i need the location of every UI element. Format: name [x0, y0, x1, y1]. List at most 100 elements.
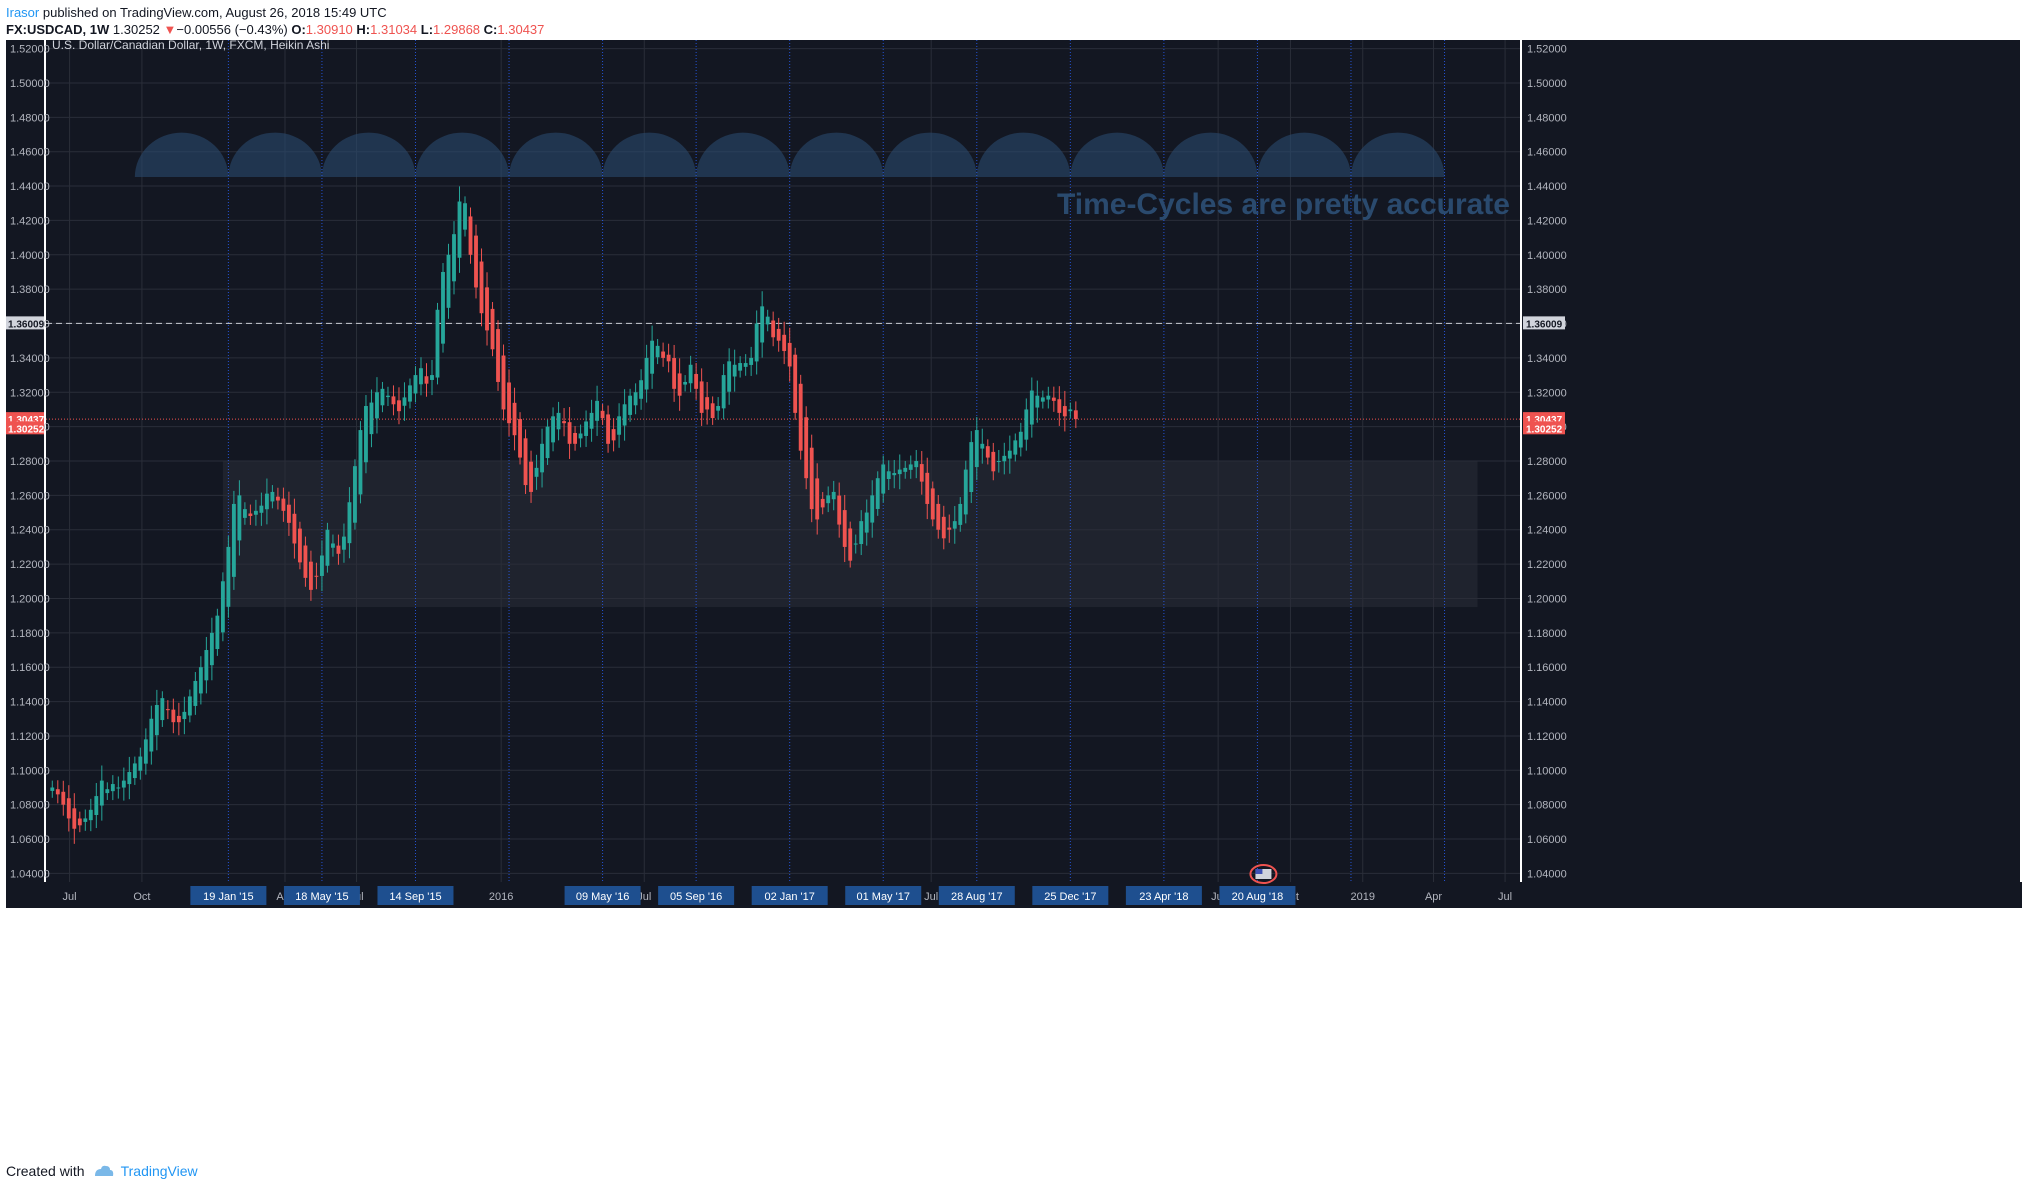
- cycle-date-badge: [751, 886, 828, 905]
- candle-body: [402, 397, 407, 406]
- candle: [1073, 401, 1078, 429]
- time-cycle-arc: [1163, 132, 1258, 177]
- candle: [55, 780, 60, 804]
- candle: [985, 439, 990, 465]
- cycle-date-badge: [190, 886, 267, 905]
- y-tick-label-right: 1.32000: [1527, 387, 1567, 399]
- candle-body: [573, 432, 577, 444]
- candle: [121, 767, 126, 801]
- candle: [578, 424, 583, 448]
- candle-body: [644, 357, 649, 390]
- candle-body: [930, 488, 935, 520]
- candle-body: [925, 472, 930, 504]
- candle: [886, 460, 891, 491]
- candle-body: [452, 234, 456, 282]
- candle: [908, 455, 913, 479]
- cycle-date-badge: [377, 886, 454, 905]
- y-tick-label-right: 1.10000: [1527, 765, 1567, 777]
- candle-body: [650, 340, 655, 374]
- candle-body: [567, 422, 572, 444]
- candle: [639, 369, 644, 410]
- candle-body: [798, 383, 803, 451]
- candle: [1068, 402, 1073, 419]
- cycle-date-label: 19 Jan '15: [203, 891, 253, 903]
- candle: [259, 492, 264, 526]
- last-price: 1.30252: [112, 22, 160, 37]
- candle-body: [683, 381, 688, 385]
- candle: [1051, 386, 1056, 412]
- y-tick-label-right: 1.18000: [1527, 628, 1567, 640]
- candle-body: [138, 756, 143, 771]
- candle: [1040, 390, 1045, 409]
- open-label: O:: [291, 22, 306, 37]
- candle: [66, 785, 71, 832]
- candle-body: [441, 271, 445, 344]
- candle: [864, 499, 869, 546]
- price-chart[interactable]: 1.52000 1.52000 1.50000 1.50000 1.48000 1.480…: [0, 36, 2030, 1150]
- y-tick-label-left: 1.44000: [10, 181, 50, 193]
- candle: [842, 494, 847, 563]
- candle: [875, 471, 880, 516]
- candle-body: [512, 402, 517, 436]
- candle: [562, 408, 566, 437]
- price-label-right: 1.30252: [1526, 424, 1563, 435]
- y-tick-label-right: 1.34000: [1527, 353, 1567, 365]
- candle-body: [1018, 431, 1023, 448]
- candle-body: [952, 521, 957, 529]
- y-tick-label-left: 1.16000: [10, 662, 50, 674]
- candle-body: [116, 787, 121, 789]
- y-tick-label-right: 1.52000: [1527, 44, 1567, 56]
- candle-body: [732, 364, 737, 377]
- event-flag-field: [1255, 869, 1272, 879]
- candle-body: [903, 467, 908, 472]
- candle-body: [463, 203, 467, 230]
- candle: [721, 364, 726, 420]
- candle-body: [110, 784, 115, 792]
- candle-body: [584, 421, 588, 436]
- candle-body: [551, 416, 555, 443]
- candle-body: [672, 358, 677, 389]
- candle: [435, 302, 440, 385]
- y-tick-label-left: 1.22000: [10, 559, 50, 571]
- y-tick-label-left: 1.18000: [10, 628, 50, 640]
- candle: [996, 450, 1001, 473]
- chart-container[interactable]: 1.52000 1.52000 1.50000 1.50000 1.48000 1.480…: [0, 36, 2030, 1150]
- candle-body: [193, 680, 198, 706]
- candle: [408, 378, 412, 409]
- candle: [787, 327, 792, 382]
- candle: [771, 311, 776, 347]
- candle: [474, 224, 478, 299]
- candle-body: [220, 581, 225, 633]
- price-label-left-bg: [6, 316, 44, 330]
- candle: [165, 700, 170, 720]
- candle: [655, 338, 660, 365]
- author-link[interactable]: Irasor: [6, 5, 40, 20]
- candle: [705, 382, 710, 425]
- candle-body: [617, 416, 622, 435]
- candle: [633, 383, 638, 415]
- candle-body: [331, 543, 335, 548]
- candle: [529, 450, 533, 503]
- candle-body: [870, 495, 875, 523]
- candle: [50, 780, 55, 798]
- low-value: 1.29868: [433, 22, 481, 37]
- candle-body: [1062, 406, 1067, 417]
- candle: [132, 756, 137, 785]
- brand-label: TradingView: [120, 1163, 198, 1179]
- close-value: 1.30437: [497, 22, 545, 37]
- candle-body: [1073, 410, 1078, 420]
- candle: [837, 482, 842, 538]
- candle: [419, 357, 423, 396]
- tradingview-link[interactable]: TradingView: [93, 1163, 198, 1179]
- candle-body: [270, 491, 275, 502]
- candle: [809, 434, 814, 523]
- y-tick-label-left: 1.46000: [10, 147, 50, 159]
- candle-body: [182, 711, 187, 720]
- candle: [1062, 390, 1067, 432]
- candle: [958, 497, 963, 532]
- high-value: 1.31034: [370, 22, 418, 37]
- candle: [452, 221, 456, 295]
- candle-body: [209, 632, 214, 666]
- candle-body: [408, 385, 412, 402]
- y-tick-label-right: 1.26000: [1527, 490, 1567, 502]
